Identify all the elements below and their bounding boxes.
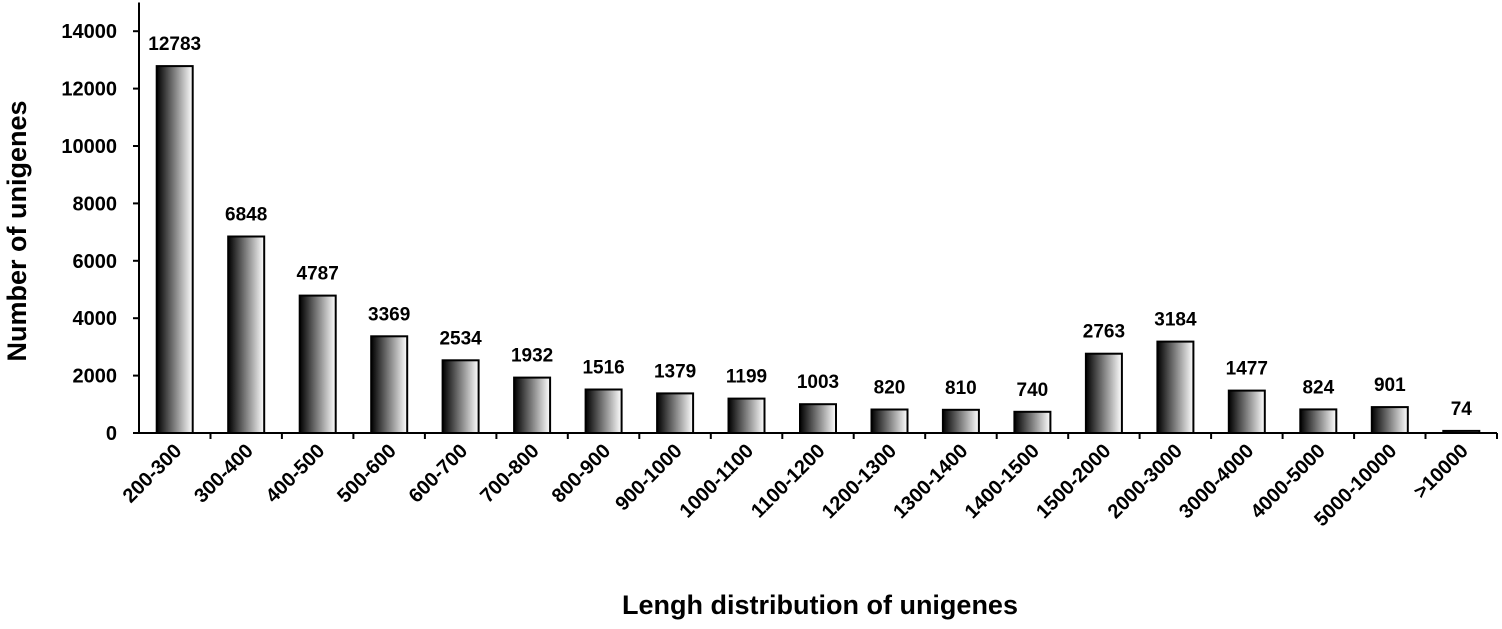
y-axis-title: Number of unigenes: [2, 100, 32, 361]
x-axis-title: Lengh distribution of unigenes: [622, 590, 1018, 620]
bar-1000-1100: [727, 397, 766, 435]
data-label: 2763: [1083, 322, 1125, 343]
x-tick-label: 2000-3000: [1104, 440, 1187, 523]
data-label: 1932: [511, 346, 553, 367]
bar-2000-3000: [1156, 340, 1195, 435]
y-tick-label: 14000: [61, 21, 117, 43]
data-label: 820: [874, 378, 906, 399]
y-tick-label: 0: [106, 423, 117, 445]
x-tick-label: 300-400: [190, 440, 257, 507]
data-label: 6848: [225, 205, 267, 226]
y-tick-label: 6000: [73, 251, 118, 273]
y-tick-label: 2000: [73, 366, 118, 388]
data-label: 1477: [1226, 359, 1268, 380]
data-label: 1003: [797, 372, 839, 393]
bar-300-400: [227, 235, 266, 434]
data-label: 74: [1451, 399, 1473, 420]
data-label: 3369: [368, 304, 410, 325]
x-tick-label: 900-1000: [611, 440, 686, 515]
bar-800-900: [584, 388, 623, 434]
x-tick-label: >10000: [1410, 440, 1473, 503]
y-tick-label: 4000: [73, 308, 118, 330]
bar-3000-4000: [1227, 389, 1266, 435]
bar-400-500: [298, 294, 337, 434]
bar-1200-1300: [870, 408, 909, 434]
y-tick-label: 10000: [61, 136, 117, 158]
bar-500-600: [370, 335, 409, 434]
data-label: 901: [1374, 375, 1406, 396]
data-labels: 12783 6848 4787 3369 2534 1932 1516 1379 1199 100…: [148, 34, 1472, 420]
y-tick-label: 12000: [61, 79, 117, 101]
x-tick-label: 800-900: [548, 440, 615, 507]
x-tick-label: 400-500: [262, 440, 329, 507]
bar-600-700: [441, 359, 480, 434]
x-tick-label: 500-600: [333, 440, 400, 507]
bar-1100-1200: [799, 403, 837, 435]
x-tick-label: 1000-1100: [676, 440, 758, 522]
bar-1500-2000: [1084, 352, 1123, 435]
y-tick-label: 8000: [73, 193, 118, 215]
data-label: 12783: [148, 34, 201, 55]
bar-5000-10000: [1370, 406, 1409, 435]
x-tick-label: 1200-1300: [818, 440, 901, 523]
bar-900-1000: [656, 392, 695, 434]
bars: [155, 65, 1481, 435]
x-tick-label: 700-800: [476, 440, 543, 507]
x-tick-label: 200-300: [119, 440, 186, 507]
data-label: 3184: [1154, 310, 1197, 331]
axes: 200-300 300-400 400-500 500-600 600-700 700-8…: [61, 2, 1498, 531]
data-label: 1199: [726, 367, 767, 388]
x-tick-label: 1100-1200: [747, 440, 829, 522]
x-tick-label: 1500-2000: [1032, 440, 1115, 523]
data-label: 1379: [654, 361, 696, 382]
x-tick-label: 1400-1500: [961, 440, 1044, 523]
data-label: 4787: [297, 264, 339, 285]
data-label: 740: [1017, 380, 1049, 401]
x-tick-label: 1300-1400: [889, 440, 972, 523]
bar-700-800: [513, 376, 552, 435]
bar-1300-1400: [941, 408, 980, 434]
bar-200-300: [155, 65, 194, 434]
data-label: 1516: [582, 358, 624, 379]
x-tick-label: 3000-4000: [1175, 440, 1258, 523]
data-label: 810: [945, 378, 977, 399]
data-label: 2534: [439, 328, 482, 349]
x-tick-label: 600-700: [405, 440, 472, 507]
bar-4000-5000: [1299, 408, 1338, 434]
data-label: 824: [1302, 377, 1334, 398]
bar-1400-1500: [1013, 410, 1052, 434]
